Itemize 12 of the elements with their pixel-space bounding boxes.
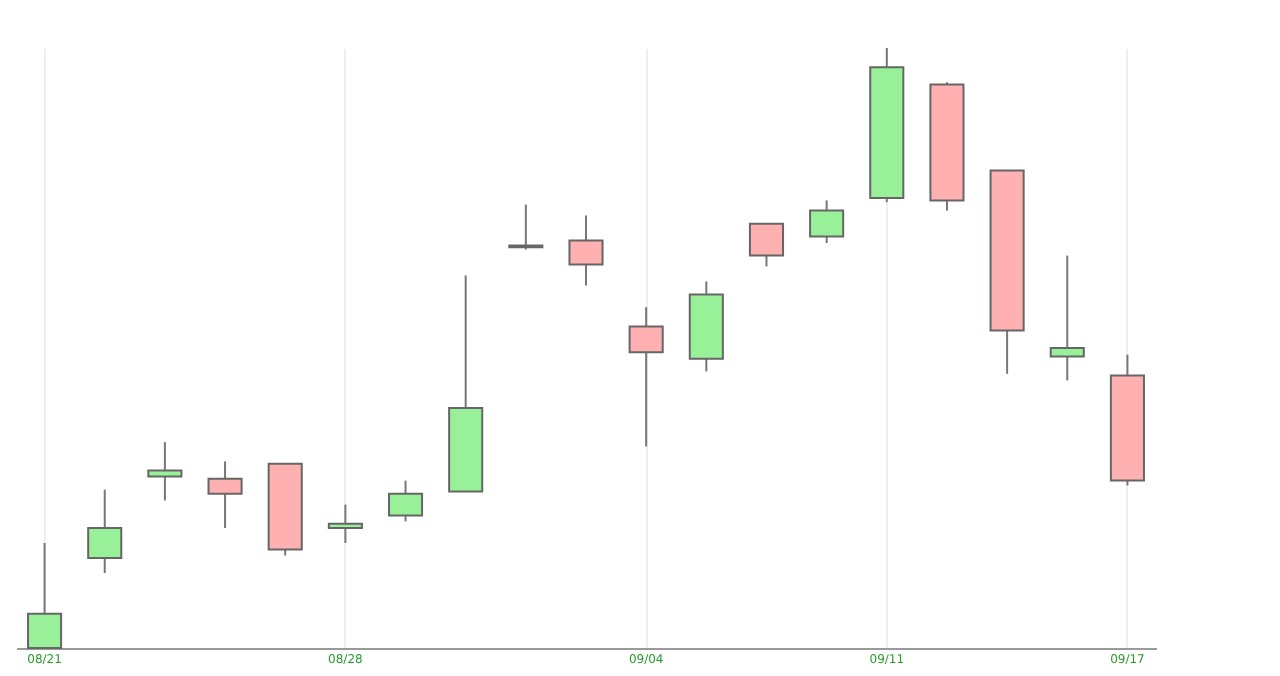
candlestick [147, 441, 183, 502]
candlestick [508, 203, 544, 251]
candlestick [628, 306, 664, 448]
candlestick [809, 199, 845, 244]
candlestick [27, 542, 63, 649]
candlestick [387, 479, 424, 523]
candlestick [327, 503, 363, 544]
candlestick [748, 222, 785, 268]
candlestick [1049, 254, 1085, 382]
candlestick [568, 214, 604, 287]
candlestick [87, 488, 123, 574]
candlestick [207, 460, 243, 529]
